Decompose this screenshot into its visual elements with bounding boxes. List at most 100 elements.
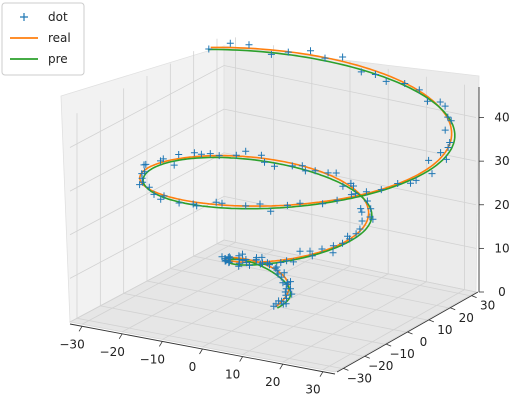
y-tick <box>450 307 456 311</box>
dot-marker <box>140 161 148 169</box>
dot-marker <box>407 179 414 187</box>
y-tick <box>407 331 413 335</box>
dot-marker <box>157 195 165 203</box>
dot-marker <box>257 151 265 159</box>
x-tick-label: 30 <box>305 383 320 397</box>
legend-label-dot: dot <box>48 10 68 24</box>
dot-marker <box>205 45 213 53</box>
dot-marker <box>258 253 266 261</box>
dot-marker <box>366 213 374 221</box>
dot-marker <box>289 258 297 266</box>
legend-swatch-dot <box>20 13 28 21</box>
dot-marker <box>226 39 234 47</box>
dot-marker <box>415 86 423 94</box>
y-tick-label: −30 <box>347 371 372 385</box>
dot-marker <box>357 205 365 213</box>
dot-marker <box>362 188 370 196</box>
dot-marker <box>242 147 250 155</box>
z-tick-label: 0 <box>498 285 506 299</box>
dot-marker <box>308 252 316 260</box>
dot-marker <box>274 270 282 278</box>
dot-marker <box>235 262 243 270</box>
dot-marker <box>157 157 164 165</box>
y-tick-label: −10 <box>389 347 414 361</box>
x-tick <box>78 326 83 332</box>
dot-marker <box>428 170 436 178</box>
legend-label-real: real <box>48 31 71 45</box>
dot-marker <box>319 200 327 208</box>
dot-marker <box>441 102 449 110</box>
dot-marker <box>444 113 452 121</box>
dot-marker <box>282 291 290 299</box>
dot-marker <box>246 261 253 269</box>
dot-marker <box>442 155 450 163</box>
dot-marker <box>170 161 178 169</box>
dot-marker <box>239 256 247 264</box>
dot-marker <box>347 191 355 199</box>
x-tick <box>239 356 243 362</box>
dot-marker <box>215 152 223 160</box>
z-tick-label: 30 <box>494 154 509 168</box>
dot-marker <box>281 288 289 296</box>
x-tick-label: 20 <box>265 375 280 389</box>
dot-marker <box>424 97 431 105</box>
dot-marker <box>288 290 296 298</box>
dot-marker <box>261 158 268 166</box>
dot-marker <box>352 190 360 198</box>
dot-marker <box>339 239 346 247</box>
dot-marker <box>298 162 306 170</box>
dot-marker <box>197 150 205 158</box>
x-tick <box>279 363 284 370</box>
dot-marker <box>296 199 304 207</box>
dot-marker <box>218 253 226 261</box>
x-tick <box>319 371 324 377</box>
dot-marker <box>339 182 347 190</box>
y-tick-label: 10 <box>437 323 452 337</box>
dot-marker <box>277 259 285 266</box>
dot-marker <box>139 178 147 186</box>
dot-marker <box>239 250 246 258</box>
dot-marker <box>280 269 288 277</box>
dot-marker <box>296 247 304 255</box>
dot-marker <box>160 192 168 200</box>
dot-marker <box>212 198 220 206</box>
dot-marker <box>232 151 240 159</box>
axes: −30−20−100102030−30−20−10010203001020304… <box>59 87 510 397</box>
dot-marker <box>245 41 253 49</box>
dot-marker <box>401 80 409 87</box>
dot-marker <box>242 256 250 263</box>
x-tick <box>159 341 163 347</box>
dot-marker <box>321 54 329 62</box>
dot-marker <box>273 263 281 271</box>
dot-marker <box>307 47 314 55</box>
dot-marker <box>283 294 290 302</box>
y-tick <box>343 367 349 371</box>
dot-marker <box>283 257 291 265</box>
dot-marker <box>235 259 243 267</box>
dot-marker <box>271 264 279 272</box>
dot-marker <box>222 257 230 265</box>
dot-marker <box>318 245 326 253</box>
dot-marker <box>225 258 233 266</box>
series-dot <box>136 39 455 310</box>
dot-marker <box>218 199 226 207</box>
dot-marker <box>444 144 452 151</box>
dot-marker <box>175 151 183 158</box>
legend-label-pre: pre <box>48 52 68 66</box>
y-tick-label: 20 <box>459 311 474 325</box>
dot-marker <box>367 205 375 213</box>
dot-marker <box>301 167 309 175</box>
dot-marker <box>242 202 250 210</box>
x-tick-label: −30 <box>59 337 84 351</box>
x-tick <box>118 333 123 340</box>
dot-marker <box>256 200 264 208</box>
dot-marker <box>306 247 314 255</box>
dot-marker <box>150 190 158 198</box>
dot-marker <box>358 208 366 216</box>
dot-marker <box>329 242 337 250</box>
x-tick <box>199 348 203 355</box>
dot-marker <box>437 149 445 157</box>
dot-marker <box>425 156 433 164</box>
dot-marker <box>352 230 360 238</box>
